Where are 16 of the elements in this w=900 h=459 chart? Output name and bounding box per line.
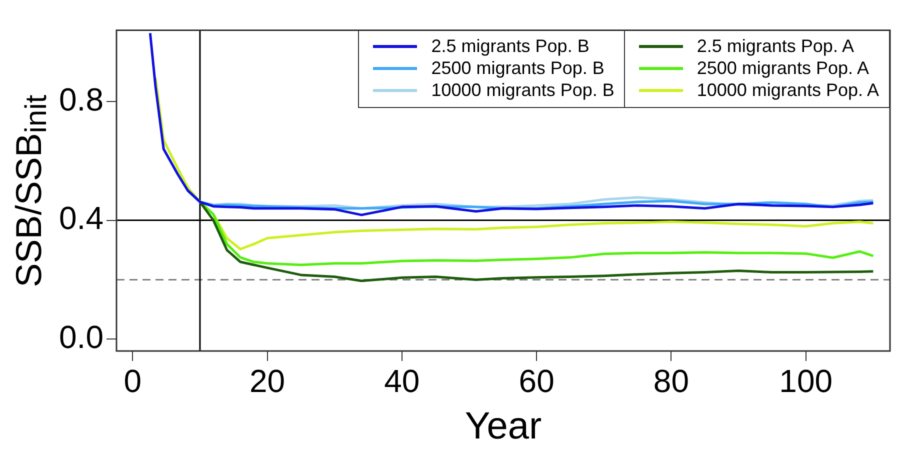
x-tick-label: 0 (124, 363, 142, 400)
legend-label: 2.5 migrants Pop. A (696, 36, 854, 57)
x-tick-label: 20 (249, 363, 286, 400)
x-tick-label: 60 (518, 363, 554, 400)
x-axis-title: Year (464, 406, 542, 448)
y-tick-label: 0.0 (59, 318, 104, 355)
x-tick-label: 80 (653, 363, 690, 400)
x-tick-label: 40 (384, 363, 420, 400)
x-tick-label: 100 (779, 363, 833, 400)
legend-label: 10000 migrants Pop. B (431, 80, 614, 101)
legend-label: 2500 migrants Pop. B (431, 58, 604, 79)
legend-label: 2.5 migrants Pop. B (431, 36, 590, 57)
y-tick-label: 0.4 (59, 200, 104, 236)
legend-label: 10000 migrants Pop. A (696, 80, 879, 101)
y-tick-label: 0.8 (59, 81, 104, 118)
legend-label: 2500 migrants Pop. A (696, 58, 869, 79)
